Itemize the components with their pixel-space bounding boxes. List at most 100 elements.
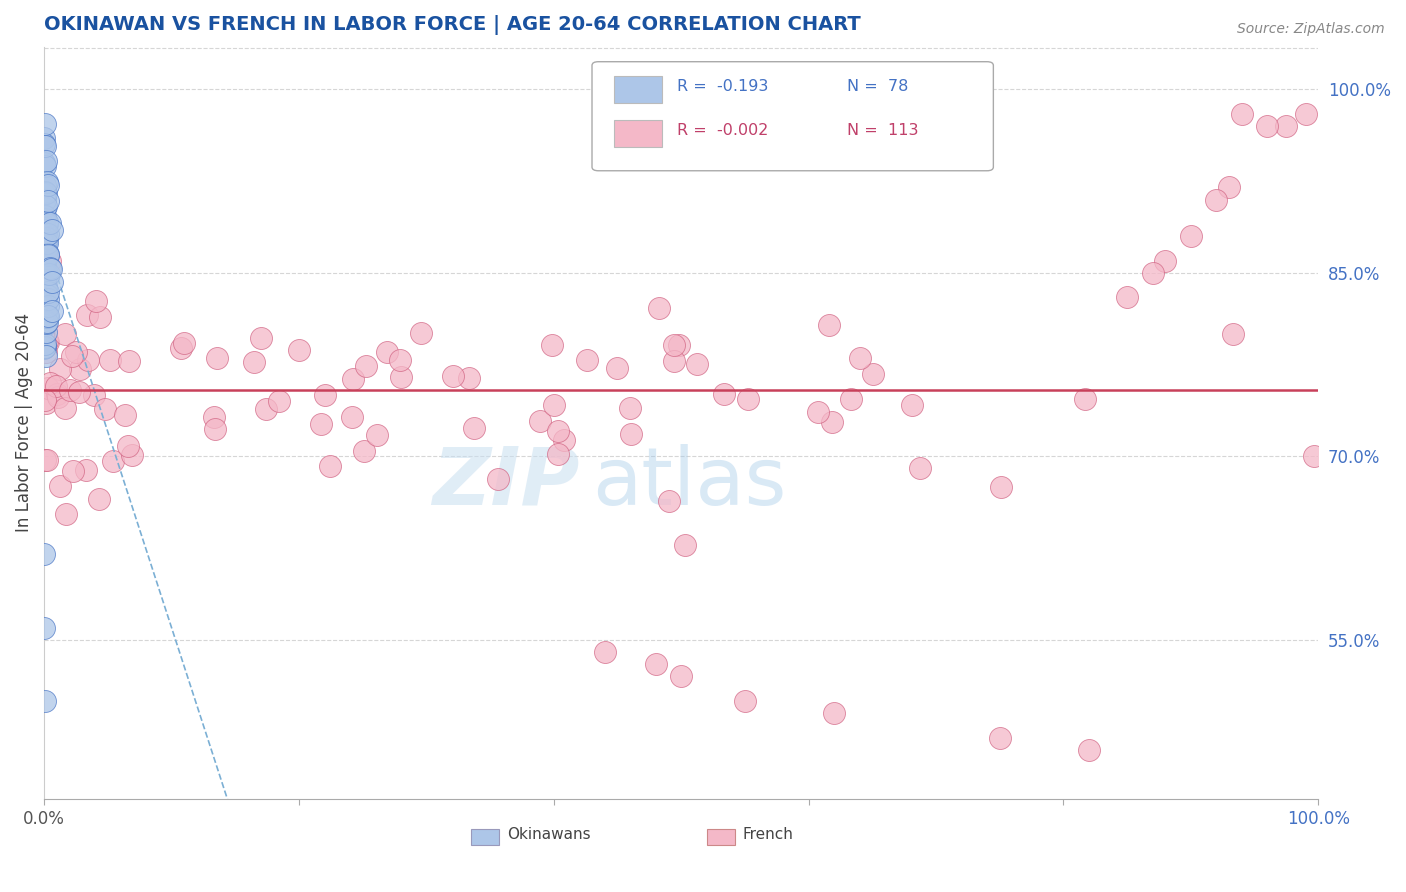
Text: OKINAWAN VS FRENCH IN LABOR FORCE | AGE 20-64 CORRELATION CHART: OKINAWAN VS FRENCH IN LABOR FORCE | AGE … bbox=[44, 15, 860, 35]
FancyBboxPatch shape bbox=[613, 120, 662, 146]
Point bbox=[340, 410, 363, 425]
Y-axis label: In Labor Force | Age 20-64: In Labor Force | Age 20-64 bbox=[15, 313, 32, 533]
Point bbox=[35, 266, 58, 280]
Point bbox=[543, 398, 565, 412]
Point bbox=[34, 300, 56, 314]
Point bbox=[34, 336, 56, 351]
Point bbox=[486, 471, 509, 485]
Point bbox=[1205, 193, 1227, 207]
Point bbox=[170, 341, 193, 355]
Text: Okinawans: Okinawans bbox=[506, 827, 591, 841]
Point bbox=[311, 417, 333, 431]
Point bbox=[662, 338, 685, 352]
Point bbox=[49, 478, 72, 492]
Point bbox=[89, 310, 111, 325]
Point bbox=[839, 392, 862, 407]
Point bbox=[34, 547, 56, 561]
Point bbox=[59, 384, 82, 398]
Point bbox=[862, 367, 884, 381]
Point bbox=[67, 385, 90, 400]
Point bbox=[34, 233, 56, 247]
Point bbox=[34, 258, 56, 272]
Point bbox=[35, 154, 58, 169]
Point bbox=[34, 225, 56, 239]
Point bbox=[1116, 290, 1139, 304]
Point bbox=[34, 244, 56, 258]
Point bbox=[458, 371, 481, 385]
Point bbox=[35, 215, 58, 229]
Point bbox=[34, 193, 56, 207]
Point bbox=[34, 453, 56, 467]
Point bbox=[553, 433, 575, 447]
Point bbox=[1074, 392, 1097, 406]
Point bbox=[37, 194, 59, 208]
Point bbox=[463, 421, 485, 435]
FancyBboxPatch shape bbox=[592, 62, 994, 170]
Point bbox=[988, 731, 1011, 745]
Point bbox=[647, 301, 669, 315]
Point bbox=[34, 212, 56, 227]
Point bbox=[37, 309, 59, 323]
Point bbox=[37, 315, 59, 329]
Point bbox=[34, 325, 56, 339]
Point bbox=[1218, 180, 1240, 194]
Point bbox=[35, 396, 58, 410]
Point bbox=[34, 283, 56, 297]
Point bbox=[34, 296, 56, 310]
Point bbox=[34, 246, 56, 260]
Point bbox=[45, 379, 67, 393]
Point bbox=[366, 427, 388, 442]
Point bbox=[34, 185, 56, 199]
Point bbox=[908, 460, 931, 475]
Point bbox=[34, 318, 56, 332]
Point bbox=[118, 354, 141, 368]
Point bbox=[34, 341, 56, 355]
Point bbox=[49, 362, 72, 376]
Text: R =  -0.193: R = -0.193 bbox=[678, 79, 769, 94]
Point bbox=[35, 199, 58, 213]
Point bbox=[62, 464, 84, 478]
Point bbox=[94, 402, 117, 417]
Point bbox=[53, 327, 76, 342]
Point bbox=[77, 353, 100, 368]
Point bbox=[35, 218, 58, 232]
Point bbox=[644, 657, 666, 672]
Point bbox=[1222, 327, 1244, 342]
Point bbox=[55, 507, 77, 521]
Point bbox=[34, 201, 56, 215]
Point bbox=[34, 273, 56, 287]
Point bbox=[34, 392, 56, 407]
Point bbox=[37, 288, 59, 302]
Point bbox=[658, 493, 681, 508]
Text: French: French bbox=[742, 827, 793, 841]
Point bbox=[547, 447, 569, 461]
Point bbox=[818, 318, 841, 332]
Point bbox=[34, 244, 56, 259]
Point bbox=[686, 358, 709, 372]
Point bbox=[35, 230, 58, 244]
Point bbox=[664, 354, 686, 368]
Point bbox=[53, 401, 76, 416]
Point bbox=[1302, 449, 1324, 463]
Point bbox=[37, 299, 59, 313]
Point bbox=[39, 262, 62, 277]
Point bbox=[34, 209, 56, 223]
Point bbox=[540, 338, 562, 352]
Text: N =  113: N = 113 bbox=[846, 122, 918, 137]
Point bbox=[204, 422, 226, 436]
Point bbox=[441, 369, 464, 384]
Point bbox=[114, 408, 136, 422]
Point bbox=[34, 621, 56, 635]
Point bbox=[35, 345, 58, 359]
Point bbox=[34, 694, 56, 708]
Point bbox=[37, 247, 59, 261]
Point bbox=[35, 235, 58, 250]
Point bbox=[353, 443, 375, 458]
Point bbox=[606, 361, 628, 376]
Point bbox=[409, 326, 432, 340]
FancyBboxPatch shape bbox=[707, 829, 735, 846]
Point bbox=[39, 376, 62, 390]
Point bbox=[41, 223, 63, 237]
Point bbox=[669, 669, 692, 683]
FancyBboxPatch shape bbox=[613, 76, 662, 103]
